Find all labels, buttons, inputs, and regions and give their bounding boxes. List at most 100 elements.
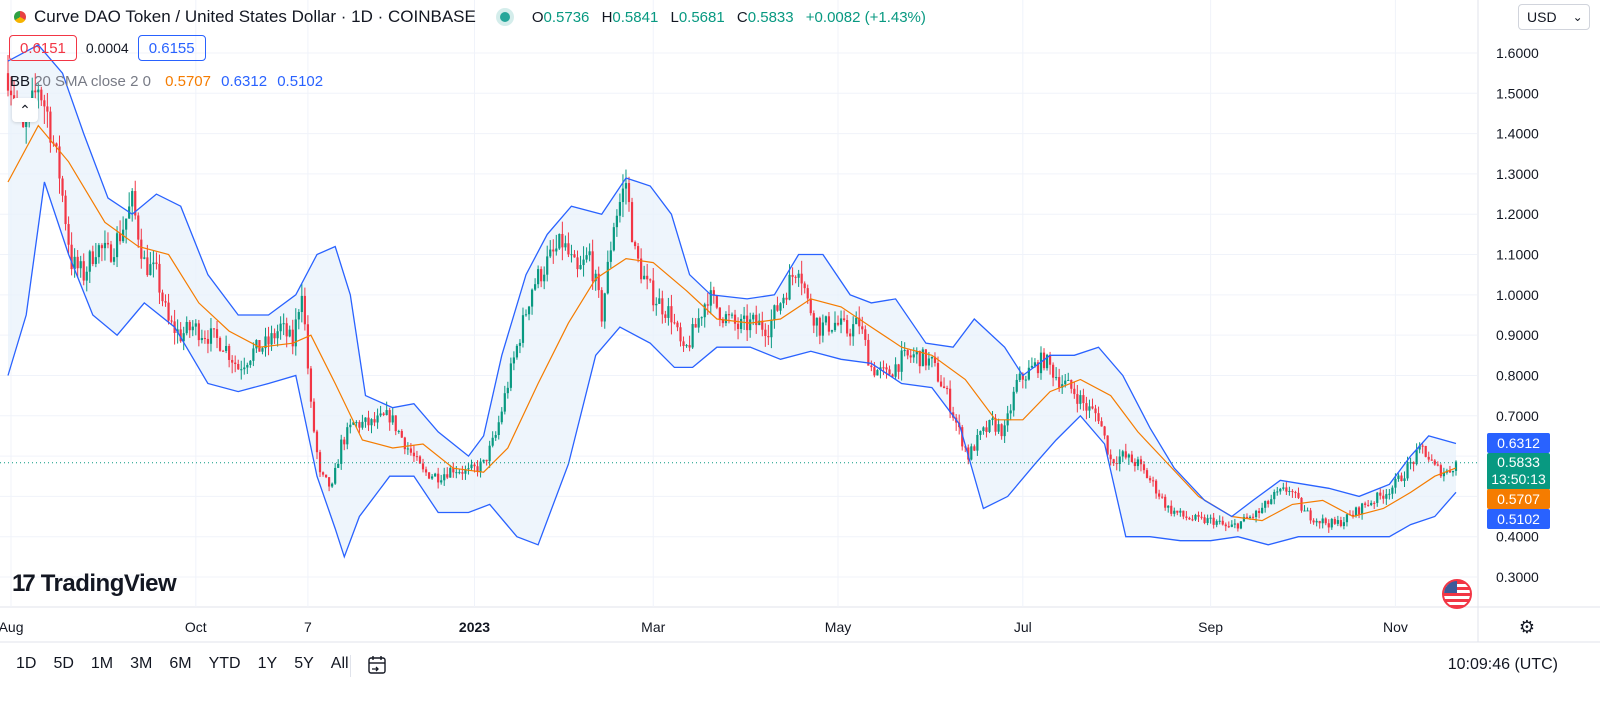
candle-body [743, 315, 746, 319]
candle-body [303, 295, 306, 325]
price-tick-label: 0.4000 [1496, 529, 1539, 545]
candle-body [594, 273, 597, 282]
collapse-legend-button[interactable]: ⌃ [12, 98, 38, 122]
candle-body [979, 431, 982, 435]
candle-body [612, 227, 615, 251]
candle-body [1227, 526, 1230, 528]
candle-body [949, 388, 952, 413]
candle-body [530, 289, 534, 307]
candle-body [970, 446, 973, 460]
candle-body [206, 338, 210, 344]
candle-body [515, 345, 519, 358]
candle-body [324, 474, 328, 478]
candle-body [400, 431, 403, 438]
candle-body [712, 290, 715, 296]
timeframe-ytd[interactable]: YTD [208, 655, 241, 672]
candle-body [861, 326, 864, 330]
candle-body [488, 445, 491, 462]
candle-body [1303, 510, 1306, 512]
candle-body [58, 146, 61, 179]
candle-body [309, 368, 313, 402]
candle-body [1373, 502, 1376, 504]
candle-body [1070, 379, 1073, 389]
timeframe-3m[interactable]: 3M [130, 655, 153, 672]
time-axis[interactable]: Aug Oct 7 2023 Mar May Jul Sep Nov [0, 619, 1408, 635]
timeframe-1y[interactable]: 1Y [257, 655, 278, 672]
toolbar-divider [350, 655, 351, 677]
timeframe-6m[interactable]: 6M [169, 655, 192, 672]
candle-body [939, 381, 943, 387]
candle-body [131, 191, 134, 207]
symbol-header: Curve DAO Token / United States Dollar ·… [14, 6, 926, 28]
currency-label: USD [1527, 9, 1557, 25]
indicator-legend[interactable]: BB 20 SMA close 2 0 0.5707 0.6312 0.5102 [10, 73, 323, 90]
candle-body [924, 349, 927, 366]
candle-body [473, 464, 476, 467]
utc-clock[interactable]: 10:09:46 (UTC) [1447, 656, 1558, 673]
candle-body [776, 305, 779, 311]
candle-body [1318, 520, 1321, 524]
chevron-up-icon: ⌃ [19, 101, 31, 118]
symbol-title[interactable]: Curve DAO Token / United States Dollar ·… [34, 7, 476, 26]
candle-body [1439, 465, 1442, 477]
currency-selector[interactable]: USD ⌄ [1518, 4, 1590, 30]
candle-body [1194, 514, 1197, 520]
market-status-icon[interactable] [499, 12, 510, 22]
candle-body [415, 456, 419, 458]
candle-body [503, 393, 506, 412]
candle-body [270, 333, 273, 345]
candle-body [1000, 424, 1003, 437]
candle-body [1112, 459, 1115, 464]
candle-body [1279, 488, 1282, 492]
candle-body [194, 323, 197, 327]
candle-body [906, 350, 909, 356]
candle-body [1003, 425, 1006, 437]
candle-body [552, 249, 555, 252]
candle-body [1294, 492, 1297, 494]
timeframe-5y[interactable]: 5Y [294, 655, 314, 672]
candle-body [885, 367, 888, 370]
sell-button[interactable]: 0.6151 [9, 35, 77, 61]
indicator-middle-value: 0.5707 [165, 73, 211, 90]
candle-body [249, 360, 252, 365]
us-flag-icon[interactable] [1442, 579, 1472, 609]
candle-body [246, 364, 249, 368]
candle-body [1315, 520, 1318, 523]
candle-body [1430, 459, 1433, 461]
candle-body [1367, 504, 1370, 506]
close-value: 0.5833 [747, 8, 794, 26]
candle-body [524, 314, 528, 316]
candle-body [788, 274, 791, 300]
timeframe-5d[interactable]: 5D [53, 655, 74, 672]
candle-body [1324, 518, 1327, 524]
candle-body [70, 244, 73, 270]
candle-body [903, 350, 906, 352]
candle-body [1130, 454, 1133, 463]
candle-body [543, 274, 546, 282]
candle-body [1257, 510, 1261, 513]
candle-body [703, 304, 706, 318]
settings-icon[interactable]: ⚙ [1518, 617, 1536, 637]
brand-name: TradingView [40, 570, 177, 597]
time-tick-label: Sep [1198, 619, 1223, 635]
candle-body [82, 261, 85, 281]
candle-body [321, 472, 325, 475]
candle-body [900, 350, 903, 372]
tradingview-logo[interactable]: 17 TradingView [12, 570, 177, 598]
buy-button[interactable]: 0.6155 [137, 35, 206, 61]
date-range-icon[interactable] [366, 654, 388, 676]
candle-body [140, 239, 143, 259]
candle-body [388, 410, 391, 423]
timeframe-1m[interactable]: 1M [90, 655, 114, 672]
tradingview-mark-icon: 17 [12, 570, 36, 597]
candle-body [1203, 517, 1206, 524]
candle-body [655, 303, 658, 306]
candle-body [679, 327, 682, 342]
timeframe-all[interactable]: All [330, 655, 349, 672]
candle-body [261, 348, 264, 352]
timeframe-1d[interactable]: 1D [16, 655, 37, 672]
price-axis[interactable]: 0.30000.40000.50000.60000.70000.80000.90… [1496, 45, 1539, 585]
candle-body [1267, 501, 1270, 505]
candle-body [94, 257, 97, 265]
